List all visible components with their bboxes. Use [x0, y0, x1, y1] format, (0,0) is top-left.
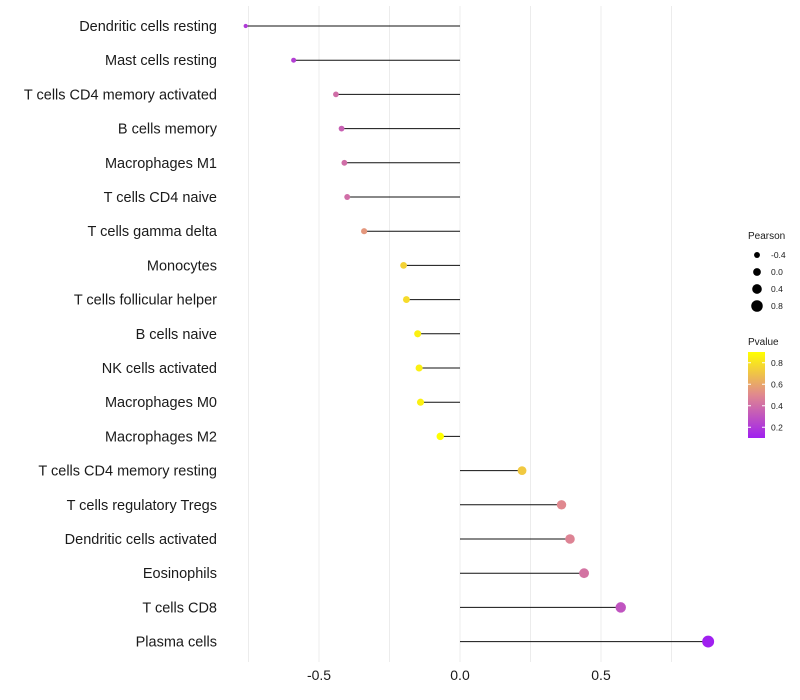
point [565, 534, 575, 544]
category-label: T cells regulatory Tregs [67, 498, 217, 514]
colorbar-label: 0.4 [771, 401, 783, 411]
category-label: Macrophages M1 [105, 156, 217, 172]
x-tick-label: -0.5 [307, 667, 331, 683]
legend-size-title: Pearson [748, 231, 785, 242]
legend-size-label: 0.0 [771, 267, 783, 277]
category-labels: Dendritic cells resting Mast cells restin… [24, 19, 218, 651]
point [556, 500, 567, 510]
category-label: T cells CD4 naive [104, 190, 217, 206]
lollipop-stems [245, 25, 709, 643]
point [416, 398, 425, 406]
category-label: T cells follicular helper [74, 293, 217, 309]
legend-size-label: -0.4 [771, 250, 786, 260]
legend-size-label: 0.4 [771, 284, 783, 294]
point [291, 57, 297, 63]
point [338, 125, 345, 132]
category-label: T cells gamma delta [88, 224, 218, 240]
category-label: Macrophages M2 [105, 429, 217, 445]
point [615, 602, 626, 613]
x-tick-labels: -0.5 0.0 0.5 [307, 667, 611, 683]
category-label: T cells CD4 memory resting [38, 464, 217, 480]
colorbar-label: 0.6 [771, 379, 783, 389]
lollipop-points [243, 23, 715, 648]
point [414, 330, 422, 338]
point [436, 432, 444, 441]
category-label: T cells CD8 [142, 600, 217, 616]
x-tick-label: 0.5 [591, 667, 611, 683]
point [344, 194, 351, 200]
category-label: Monocytes [147, 258, 217, 274]
category-label: B cells naive [136, 327, 217, 343]
point [579, 568, 589, 579]
category-label: Mast cells resting [105, 53, 217, 69]
point [243, 23, 248, 29]
colorbar-label: 0.2 [771, 422, 783, 432]
category-label: B cells memory [118, 122, 218, 138]
category-label: T cells CD4 memory activated [24, 87, 217, 103]
category-label: Dendritic cells activated [65, 532, 217, 548]
legend-size-key [751, 300, 763, 312]
legend-size-key [754, 252, 760, 258]
legend-size-label: 0.8 [771, 301, 783, 311]
legend-size-key [753, 268, 761, 276]
legend-color-title: Pvalue [748, 337, 779, 348]
category-label: Macrophages M0 [105, 395, 217, 411]
category-label: NK cells activated [102, 361, 217, 377]
grid-lines [248, 6, 672, 662]
colorbar [748, 352, 765, 438]
point [400, 261, 408, 269]
point [341, 159, 348, 166]
legend-size-key [752, 284, 762, 294]
point [415, 364, 423, 372]
point [333, 91, 339, 98]
legend-pearson: Pearson -0.4 0.0 0.4 0.8 [748, 231, 786, 312]
point [517, 466, 527, 475]
point [361, 228, 368, 235]
category-label: Plasma cells [136, 635, 217, 651]
category-label: Dendritic cells resting [79, 19, 217, 35]
colorbar-label: 0.8 [771, 358, 783, 368]
category-label: Eosinophils [143, 566, 217, 582]
legend-pvalue: Pvalue 0.2 0.4 0.6 0.8 [748, 337, 783, 438]
point [702, 635, 715, 648]
point [402, 296, 410, 304]
x-tick-label: 0.0 [450, 667, 470, 683]
